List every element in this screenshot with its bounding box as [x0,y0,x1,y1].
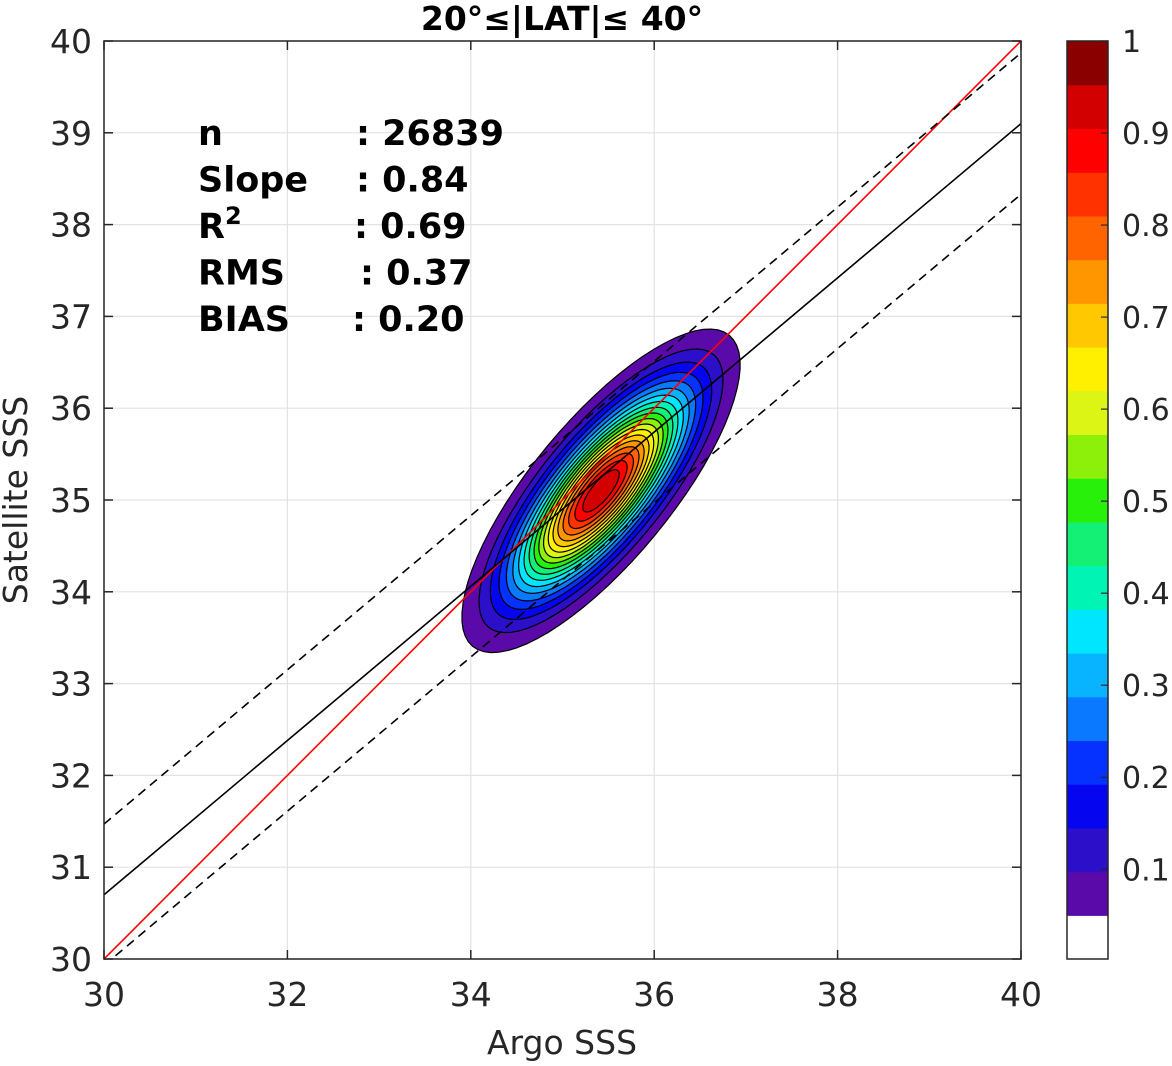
x-tick-label: 32 [266,975,308,1014]
colorbar-tick-label: 0.5 [1122,485,1170,520]
colorbar-tick-label: 0.1 [1122,853,1170,888]
x-axis-label: Argo SSS [487,1023,637,1062]
stat-label: BIAS [198,300,290,340]
colorbar-swatch [1067,827,1108,873]
y-tick-label: 30 [50,940,92,979]
colorbar-swatch [1067,303,1108,348]
colorbar-swatch [1067,696,1108,742]
colorbar-swatch [1067,871,1108,916]
stat-label: RMS [198,254,285,294]
colorbar-swatch [1067,565,1108,610]
colorbar-tick-label: 0.3 [1122,669,1170,704]
colorbar-tick-label: 0.7 [1122,301,1170,336]
colorbar-tick-label: 0.9 [1122,117,1170,152]
colorbar: 0.1 0.2 0.3 0.4 0.5 0.6 0.7 0.8 0.9 1 [1066,25,1170,960]
x-tick-label: 40 [1000,975,1042,1014]
colorbar-swatch [1067,172,1108,217]
y-tick-label: 40 [50,22,92,61]
colorbar-swatch [1067,215,1108,261]
axis-ticks: 30 32 34 36 38 40 30 31 32 33 34 35 36 37 38 39 40 [50,22,1042,1014]
y-tick-label: 33 [50,665,92,704]
colorbar-tick-label: 0.2 [1122,761,1170,796]
x-tick-label: 38 [817,975,859,1014]
upper-bound-line [104,52,1021,825]
x-tick-label: 30 [83,975,125,1014]
colorbar-swatch [1067,478,1108,523]
colorbar-swatch [1067,259,1108,304]
colorbar-swatch [1067,915,1108,960]
x-tick-label: 34 [450,975,492,1014]
colorbar-swatch [1067,128,1108,173]
colorbar-frame [1066,40,1109,960]
density-contours [461,328,741,654]
y-tick-label: 35 [50,481,92,520]
colorbar-swatch [1067,390,1108,436]
colorbar-swatch [1067,41,1108,86]
y-axis-label: Satellite SSS [0,396,35,605]
y-tick-label: 39 [50,114,92,153]
x-tick-label: 36 [633,975,675,1014]
stat-label: n [198,114,223,154]
colorbar-swatch [1067,84,1108,130]
y-tick-label: 38 [50,206,92,245]
fit-lines [104,41,1021,959]
colorbar-tick-label: 0.6 [1122,393,1170,428]
colorbar-swatch [1067,521,1108,567]
stat-value: : 26839 [356,114,504,154]
colorbar-tick-label: 0.8 [1122,209,1170,244]
lower-bound-line [110,193,1021,959]
regression-line [104,123,1021,896]
y-tick-label: 31 [50,848,92,887]
stat-value: : 0.84 [356,161,469,201]
chart-title: 20°≤|LAT|≤ 40° [421,0,703,38]
colorbar-tick-label: 0.4 [1122,577,1170,612]
colorbar-swatch [1067,434,1108,479]
colorbar-tick-label: 1 [1122,25,1141,60]
colorbar-swatch [1067,609,1108,654]
y-tick-label: 32 [50,756,92,795]
y-tick-label: 36 [50,389,92,428]
colorbar-swatch [1067,653,1108,698]
colorbar-swatch [1067,740,1108,785]
stat-label: Slope [198,161,308,201]
stat-value: : 0.37 [360,254,473,294]
one-to-one-line [104,41,1021,959]
stat-value: : 0.69 [354,207,467,247]
colorbar-swatch [1067,784,1108,829]
stat-value: : 0.20 [352,300,465,340]
y-tick-label: 37 [50,297,92,336]
y-tick-label: 34 [50,573,92,612]
colorbar-swatch [1067,347,1108,392]
